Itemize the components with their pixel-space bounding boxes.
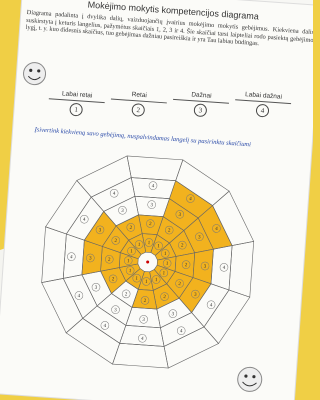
scale-label: Retai xyxy=(131,91,147,99)
photo: Mokėjimo mokytis kompetencijos diagrama … xyxy=(0,0,313,400)
page: Mokėjimo mokytis kompetencijos diagrama … xyxy=(0,0,313,400)
worksheet: Mokėjimo mokytis kompetencijos diagrama … xyxy=(0,0,313,400)
scale-label: Dažnai xyxy=(191,91,212,99)
